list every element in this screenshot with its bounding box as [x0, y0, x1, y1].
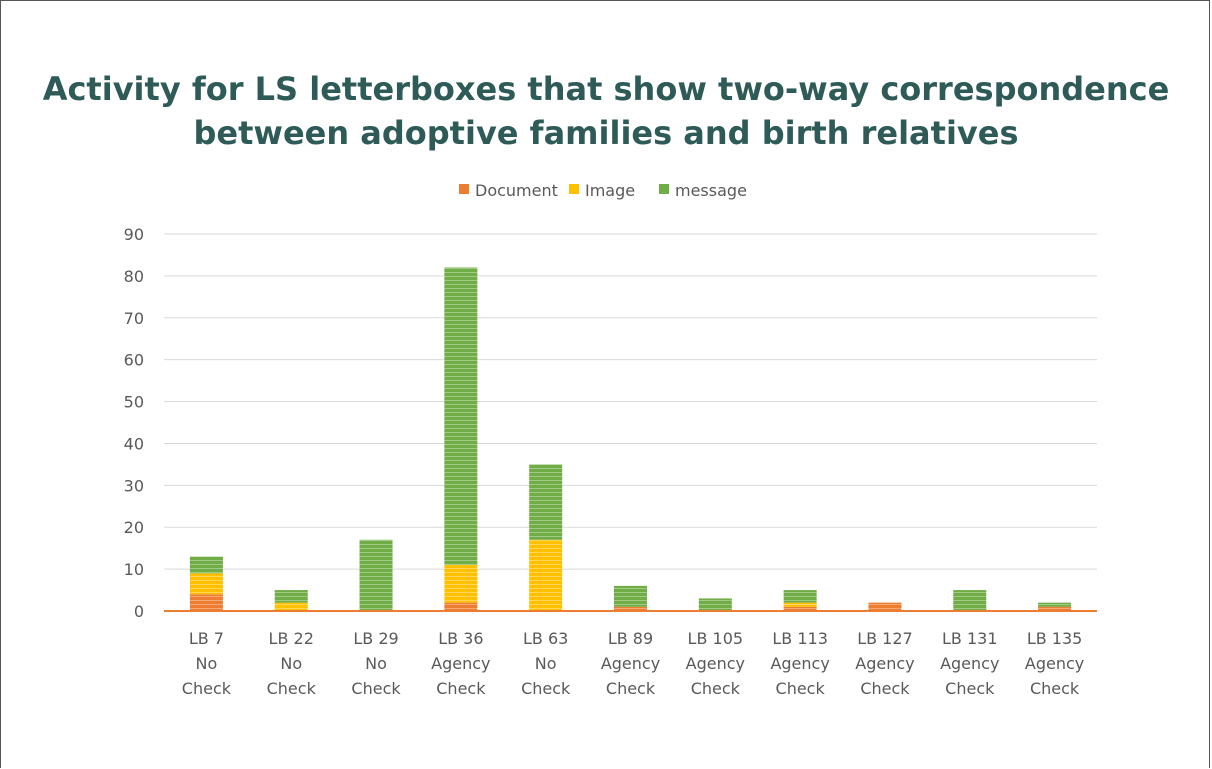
bar-image — [444, 564, 478, 603]
y-tick-label: 0 — [134, 602, 144, 621]
y-tick-label: 90 — [124, 225, 144, 244]
bar-document — [614, 606, 647, 611]
bar-image — [189, 573, 223, 595]
legend-label-image: Image — [585, 181, 635, 200]
x-tick-label: LB 89 Agency Check — [601, 629, 660, 698]
x-tick-label: LB 135 Agency Check — [1025, 629, 1084, 698]
y-tick-label: 10 — [124, 560, 144, 579]
y-tick-label: 30 — [124, 476, 144, 495]
y-tick-label: 50 — [124, 393, 144, 412]
bar-message — [444, 267, 478, 565]
bar-message — [189, 556, 223, 574]
bar-document — [783, 606, 817, 611]
bar-image — [783, 602, 817, 607]
x-tick-label: LB 29 No Check — [351, 629, 401, 698]
x-tick-label: LB 63 No Check — [521, 629, 571, 698]
y-tick-label: 70 — [124, 309, 144, 328]
bar-message — [359, 539, 393, 611]
y-tick-label: 20 — [124, 518, 144, 537]
title-line-2: between adoptive families and birth rela… — [193, 114, 1019, 152]
x-tick-label: LB 127 Agency Check — [855, 629, 914, 698]
bar-message — [1038, 602, 1072, 607]
bar-image — [529, 539, 563, 611]
x-tick-label: LB 131 Agency Check — [940, 629, 999, 698]
bar-image — [274, 602, 308, 611]
legend-swatch-message — [659, 184, 669, 194]
bar-message — [953, 590, 987, 611]
bar-message — [783, 590, 817, 603]
y-tick-label: 40 — [124, 434, 144, 453]
bar-message — [274, 590, 308, 603]
bar-document — [444, 602, 478, 611]
legend-swatch-document — [459, 184, 469, 194]
y-tick-label: 60 — [124, 351, 144, 370]
x-tick-label: LB 113 Agency Check — [770, 629, 829, 698]
title-line-1: Activity for LS letterboxes that show tw… — [42, 70, 1170, 108]
legend-label-message: message — [675, 181, 747, 200]
x-tick-label: LB 36 Agency Check — [431, 629, 490, 698]
x-tick-label: LB 7 No Check — [182, 629, 232, 698]
bar-document — [1038, 606, 1072, 611]
bar-document — [868, 602, 902, 611]
x-tick-label: LB 22 No Check — [267, 629, 317, 698]
legend-swatch-image — [569, 184, 579, 194]
bar-message — [529, 464, 563, 540]
y-tick-label: 80 — [124, 267, 144, 286]
chart-title: Activity for LS letterboxes that show tw… — [1, 67, 1211, 155]
bar-message — [698, 598, 732, 611]
bar-message — [614, 585, 647, 607]
bar-document — [189, 594, 223, 611]
x-tick-label: LB 105 Agency Check — [686, 629, 745, 698]
legend-label-document: Document — [475, 181, 558, 200]
